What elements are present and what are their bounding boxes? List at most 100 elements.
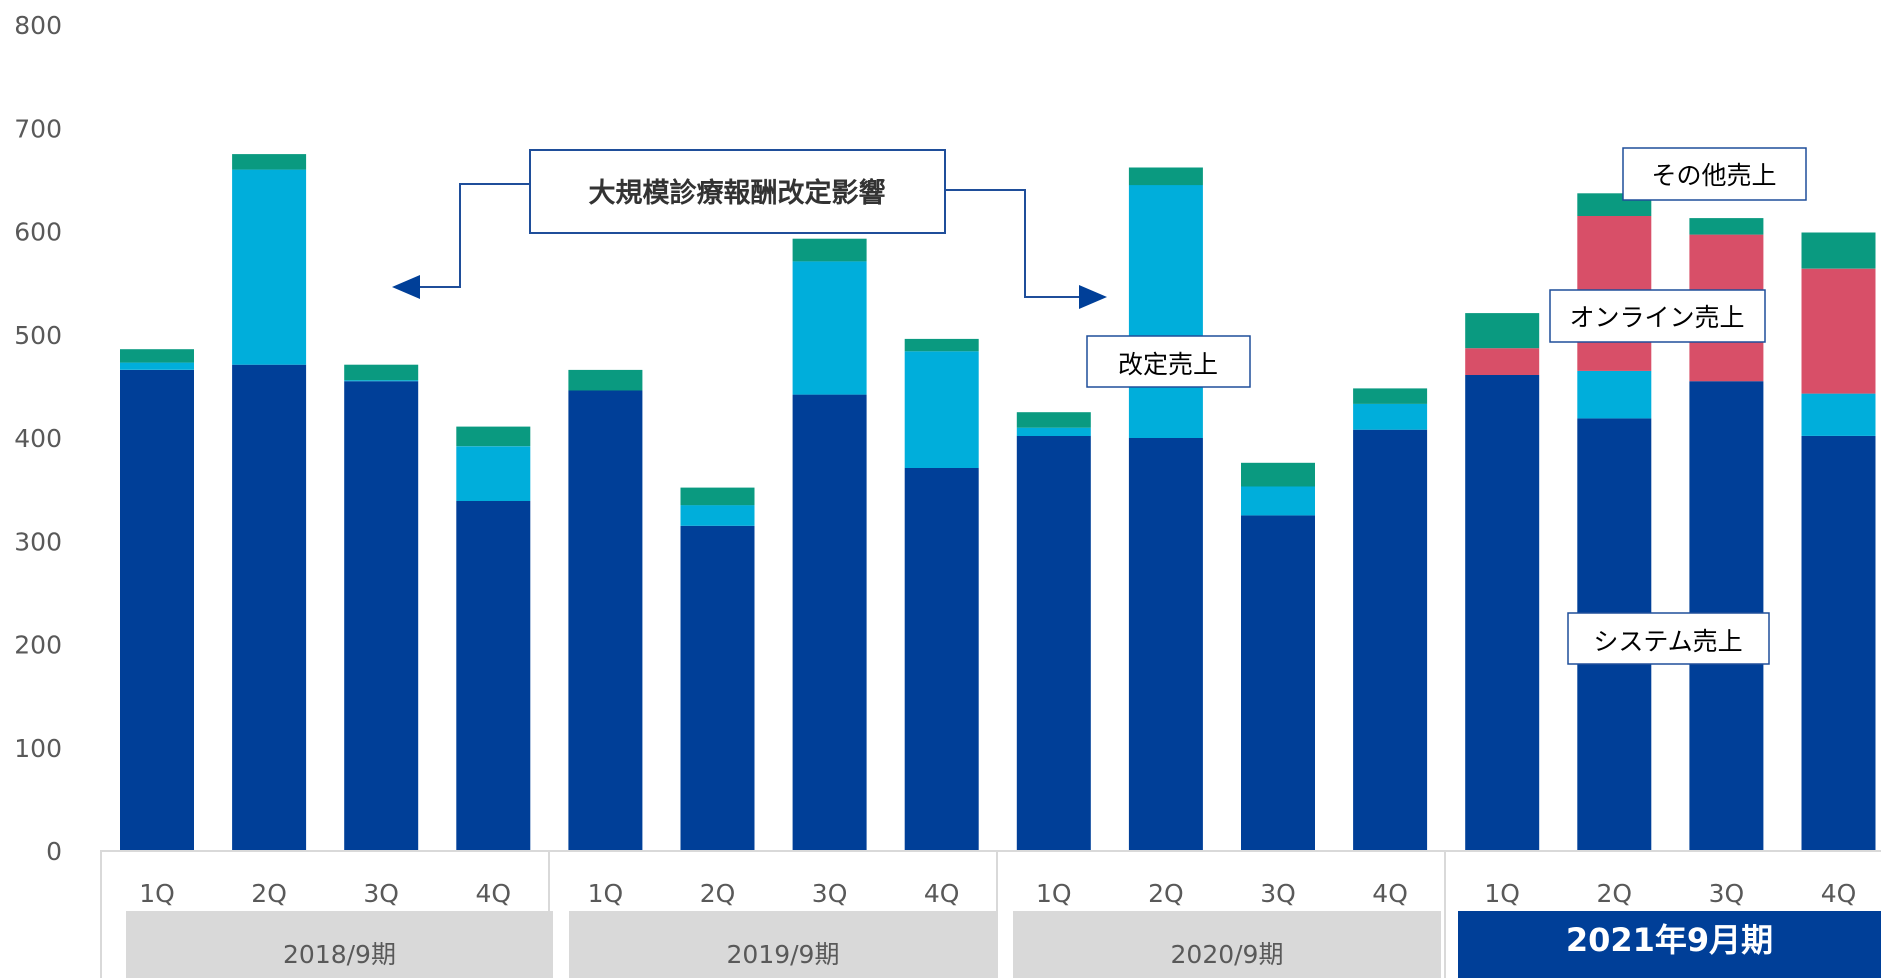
bar-segment	[120, 369, 194, 851]
bar-segment	[344, 380, 419, 382]
x-tick-label: 1Q	[588, 879, 624, 908]
bar-segment	[232, 169, 307, 365]
y-tick-label: 800	[14, 11, 62, 40]
bar-segment	[1465, 348, 1540, 375]
bar-segment	[1577, 370, 1652, 419]
bar-segment	[1128, 185, 1203, 438]
bar-segment	[456, 426, 531, 447]
bar-segment	[904, 338, 979, 352]
x-tick-label: 2Q	[251, 879, 287, 908]
x-tick-label: 2Q	[700, 879, 736, 908]
main-callout-text: 大規模診療報酬改定影響	[589, 177, 886, 209]
bar-segment	[1353, 429, 1428, 851]
bar-segment	[792, 238, 867, 262]
label-other-sales-text: その他売上	[1651, 161, 1776, 190]
bar-segment	[1801, 435, 1876, 851]
x-tick-label: 4Q	[1372, 879, 1408, 908]
bar-segment	[1465, 375, 1540, 851]
main-callout: 大規模診療報酬改定影響	[392, 149, 1107, 309]
label-revision-sales: 改定売上	[1086, 335, 1251, 388]
bar-segment	[344, 381, 419, 851]
y-axis-ticks: 0 100 200 300 400 500 600 700 800	[14, 11, 62, 866]
x-tick-label: 2Q	[1597, 879, 1633, 908]
bar-segment	[1689, 218, 1764, 235]
x-axis: 1Q 2Q 3Q 4Q 1Q 2Q 3Q 4Q 1Q 2Q 3Q 4Q 1Q 2Q 3Q 4Q 2018/9期 2…	[100, 850, 1881, 978]
x-tick-label: 3Q	[812, 879, 848, 908]
fiscal-year-label: 2021年9月期	[1566, 921, 1773, 959]
bar-segment	[1016, 427, 1091, 436]
y-tick-label: 500	[14, 321, 62, 350]
bar-segment	[1801, 268, 1876, 394]
bar-segment	[1241, 462, 1315, 487]
label-online-sales-box	[1549, 289, 1766, 343]
y-tick-label: 300	[14, 527, 62, 556]
label-other-sales-box	[1622, 147, 1807, 201]
y-tick-label: 100	[14, 734, 62, 763]
bar-segment	[1128, 438, 1203, 851]
x-tick-label: 1Q	[1036, 879, 1072, 908]
bar-segment	[1353, 388, 1428, 404]
x-tick-label: 3Q	[1709, 879, 1745, 908]
y-tick-label: 600	[14, 218, 62, 247]
bar-segment	[792, 261, 867, 395]
callout-connector-left	[410, 183, 530, 288]
label-system-sales-box	[1567, 612, 1770, 665]
bar-segment	[680, 487, 755, 506]
bar-segment	[1128, 167, 1203, 186]
fiscal-year-label: 2019/9期	[727, 940, 840, 969]
fiscal-year-label: 2018/9期	[283, 940, 396, 969]
callout-connector-right	[945, 189, 1090, 298]
bar-segment	[1801, 393, 1876, 436]
bar-segment	[904, 351, 979, 468]
fiscal-year-box	[1013, 911, 1441, 978]
bar-segment	[1801, 232, 1876, 269]
x-tick-label: 4Q	[924, 879, 960, 908]
y-tick-label: 0	[46, 837, 62, 866]
bar-segment	[1465, 313, 1540, 349]
label-system-sales-text: システム売上	[1593, 627, 1742, 656]
bar-segment	[456, 501, 531, 851]
bar-segment	[1353, 403, 1428, 430]
y-tick-label: 700	[14, 114, 62, 143]
arrowhead-right	[1079, 285, 1107, 309]
fiscal-year-box	[126, 911, 553, 978]
bar-segment	[1016, 412, 1091, 428]
bar-segment	[680, 525, 755, 851]
bar-segment	[1241, 515, 1315, 851]
bar-segment	[568, 390, 643, 851]
x-tick-label: 2Q	[1148, 879, 1184, 908]
x-tick-label: 3Q	[363, 879, 399, 908]
label-system-sales: システム売上	[1567, 612, 1770, 665]
x-tick-label: 4Q	[1821, 879, 1857, 908]
bars	[120, 154, 1876, 851]
label-other-sales: その他売上	[1622, 147, 1807, 201]
x-tick-label: 4Q	[476, 879, 512, 908]
y-tick-label: 200	[14, 631, 62, 660]
bar-segment	[232, 364, 307, 851]
bar-segment	[232, 154, 307, 170]
y-tick-label: 400	[14, 424, 62, 453]
bar-segment	[456, 446, 531, 501]
bar-segment	[1016, 435, 1091, 851]
fiscal-year-box	[1458, 911, 1881, 978]
bar-segment	[680, 505, 755, 526]
label-revision-sales-box	[1086, 335, 1251, 388]
bar-segment	[1241, 486, 1315, 516]
main-callout-box	[529, 149, 946, 234]
label-online-sales-text: オンライン売上	[1569, 303, 1744, 332]
label-revision-sales-text: 改定売上	[1118, 350, 1218, 379]
fiscal-year-box	[569, 911, 997, 978]
bar-segment	[120, 349, 194, 363]
bar-segment	[568, 369, 643, 391]
bar-segment	[792, 394, 867, 851]
bar-segment	[904, 467, 979, 851]
bar-segment	[120, 362, 194, 370]
x-tick-label: 3Q	[1260, 879, 1296, 908]
label-online-sales: オンライン売上	[1549, 289, 1766, 343]
x-tick-label: 1Q	[139, 879, 175, 908]
x-tick-label: 1Q	[1484, 879, 1520, 908]
fiscal-year-label: 2020/9期	[1171, 940, 1284, 969]
arrowhead-left	[392, 275, 420, 299]
bar-segment	[344, 364, 419, 381]
